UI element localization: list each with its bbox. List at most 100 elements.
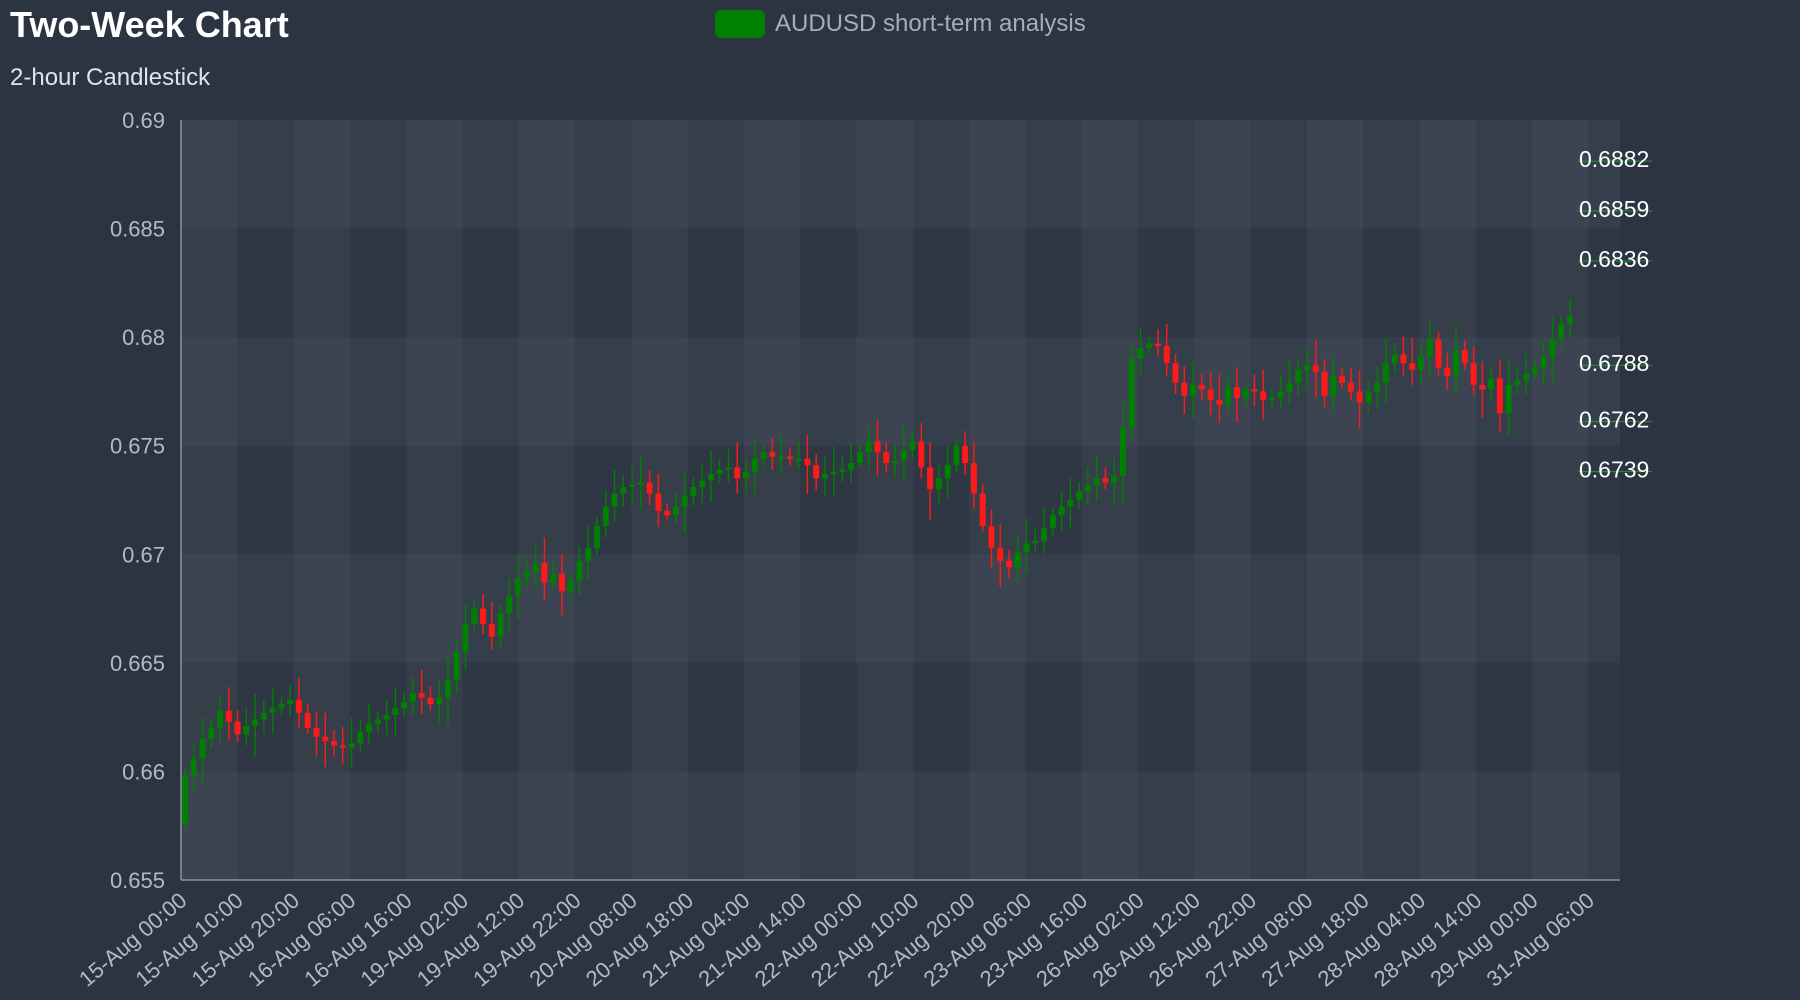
candle-body (1225, 387, 1232, 405)
grid-column (1082, 120, 1138, 880)
y-tick-label: 0.69 (122, 108, 165, 133)
candle-body (1312, 365, 1319, 372)
candle-body (558, 573, 565, 592)
candle-body (1268, 397, 1275, 401)
legend[interactable]: AUDUSD short-term analysis (715, 10, 1086, 38)
candle-body (1558, 324, 1565, 340)
candle-body (1523, 374, 1530, 381)
candle-body (865, 441, 872, 453)
candle-body (1295, 369, 1302, 383)
candle-body (269, 708, 276, 713)
candle-body (1567, 315, 1573, 325)
candle-body (1137, 348, 1144, 359)
candle-body (383, 714, 390, 720)
grid-column (294, 120, 350, 880)
candle-body (611, 493, 618, 507)
candle-body (182, 775, 188, 824)
price-level-label: 0.6762 (1579, 407, 1649, 433)
candle-body (1549, 339, 1556, 357)
candle-body (444, 680, 451, 698)
candle-body (760, 452, 767, 459)
candle-body (190, 758, 197, 776)
candle-body (1304, 365, 1311, 370)
candle-body (409, 693, 416, 702)
candle-body (480, 608, 487, 624)
candle-body (1260, 391, 1267, 401)
legend-swatch[interactable] (715, 10, 765, 38)
candle-body (1453, 350, 1460, 377)
candle-body (1233, 387, 1240, 398)
candle-body (471, 608, 478, 624)
candle-body (1128, 358, 1135, 429)
candle-body (348, 743, 355, 748)
candle-body (1216, 400, 1223, 405)
candle-body (418, 693, 425, 698)
chart-subtitle: 2-hour Candlestick (10, 64, 211, 91)
candle-body (1084, 484, 1091, 492)
candle-body (322, 736, 329, 742)
candle-body (453, 652, 460, 681)
candle-body (962, 445, 969, 464)
grid-band (181, 120, 1620, 229)
candle-body (252, 719, 259, 726)
candle-body (1461, 350, 1468, 364)
candle-body (550, 573, 557, 583)
candle-body (1041, 528, 1048, 542)
candle-body (576, 560, 583, 581)
price-level-label: 0.6788 (1579, 350, 1649, 376)
candle-body (1479, 384, 1486, 390)
grid-column (519, 120, 575, 880)
candle-body (909, 441, 916, 451)
candle-body (497, 612, 504, 637)
candle-body (900, 450, 907, 461)
candle-body (830, 471, 837, 474)
grid-column (1194, 120, 1250, 880)
candle-body (935, 478, 942, 490)
candle-body (681, 495, 688, 507)
candle-body (1409, 363, 1416, 370)
candle-body (821, 473, 828, 479)
candle-body (234, 721, 241, 735)
candle-body (795, 458, 802, 461)
legend-label[interactable]: AUDUSD short-term analysis (775, 10, 1086, 37)
candle-body (1356, 391, 1363, 403)
candle-body (339, 745, 346, 748)
candle-body (725, 467, 732, 470)
y-tick-label: 0.67 (122, 542, 165, 567)
candle-body (988, 526, 995, 548)
candle-body (1514, 380, 1521, 385)
candle-body (488, 623, 495, 637)
candle-body (1181, 382, 1188, 396)
candle-body (1374, 382, 1381, 392)
candle-body (970, 463, 977, 494)
candle-body (392, 708, 399, 715)
candle-body (707, 473, 714, 481)
grid-column (1420, 120, 1476, 880)
candle-body (515, 578, 522, 596)
candle-body (743, 471, 749, 479)
candle-body (918, 441, 925, 468)
candle-body (1251, 389, 1258, 392)
candle-body (927, 467, 934, 490)
candle-body (602, 506, 609, 527)
candle-body (506, 595, 513, 613)
candle-body (1119, 428, 1126, 477)
candle-body (295, 699, 302, 713)
candle-body (225, 710, 232, 722)
candle-body (1198, 384, 1205, 390)
candle-body (278, 704, 285, 709)
candle-body (532, 562, 539, 572)
candle-body (1102, 478, 1109, 483)
candle-body (217, 710, 224, 728)
candle-body (734, 467, 741, 479)
y-tick-label: 0.68 (122, 325, 165, 350)
candle-body (436, 697, 443, 705)
candle-body (997, 547, 1004, 561)
candle-body (243, 725, 250, 735)
candle-body (883, 452, 890, 464)
candle-body (567, 580, 574, 592)
candle-body (1365, 391, 1372, 403)
grid-column (857, 120, 913, 880)
candle-body (1093, 478, 1100, 485)
